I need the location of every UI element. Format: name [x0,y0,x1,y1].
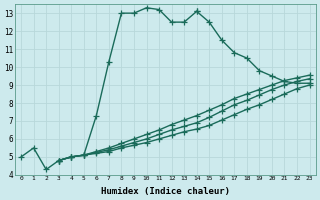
X-axis label: Humidex (Indice chaleur): Humidex (Indice chaleur) [101,187,230,196]
